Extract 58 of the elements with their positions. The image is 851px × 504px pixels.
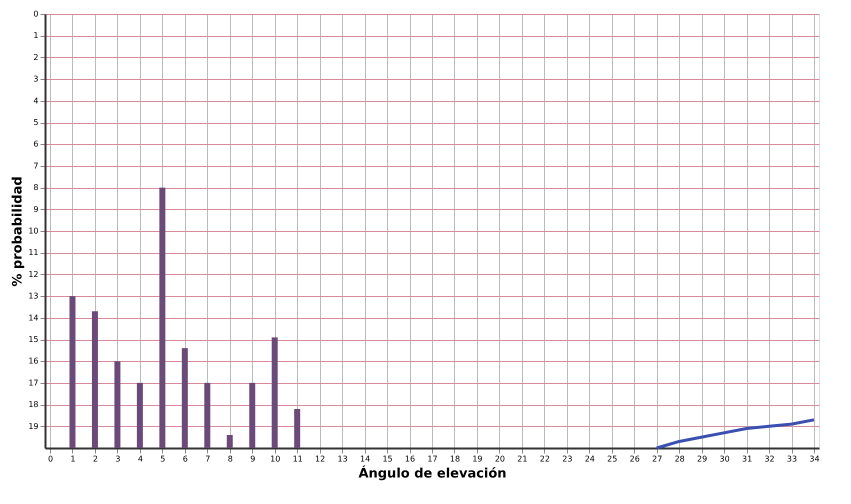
x-tick-label: 9 [250,454,256,464]
y-tick-label: 13 [28,292,38,301]
x-tick-label: 21 [517,454,528,464]
x-tick-label: 18 [450,454,460,464]
x-tick-label: 0 [48,454,54,464]
y-tick-label: 1 [33,31,38,40]
x-tick-label: 22 [540,454,550,464]
x-tick-label: 13 [338,454,348,464]
y-tick-label: 9 [33,204,38,214]
x-tick-label: 11 [292,454,303,464]
x-tick-label: 27 [652,454,662,464]
y-tick-label: 10 [28,226,38,236]
x-tick-label: 10 [270,454,280,464]
x-tick-label: 7 [205,454,210,464]
x-tick-label: 25 [607,454,618,464]
x-tick-label: 20 [494,454,506,464]
y-tick-label: 5 [33,118,38,127]
x-tick-label: 1 [70,454,76,464]
x-tick-label: 32 [764,454,775,464]
x-tick-label: 14 [360,454,370,464]
y-tick-label: 3 [33,74,38,84]
y-tick-label: 16 [28,356,38,366]
y-tick-label: 15 [28,335,38,344]
x-tick-label: 26 [630,454,640,464]
y-tick-label: 18 [28,400,38,410]
x-tick-label: 17 [427,454,438,464]
y-tick-label: 12 [28,270,38,279]
y-tick-label: 17 [28,378,38,388]
x-tick-label: 4 [138,454,143,464]
x-tick-label: 6 [182,454,188,464]
x-tick-label: 30 [720,454,730,464]
y-tick-label: 4 [33,96,38,106]
y-tick-label: 0 [33,10,38,18]
x-tick-label: 33 [786,454,798,464]
y-tick-label: 11 [28,248,38,258]
x-tick-label: 8 [228,454,233,464]
y-tick-label: 19 [28,422,38,431]
x-tick-label: 12 [315,454,326,464]
x-tick-label: 23 [562,454,572,464]
x-tick-label: 19 [472,454,483,464]
x-tick-label: 31 [742,454,752,464]
x-tick-label: 34 [809,454,820,464]
line-series [655,418,816,450]
x-tick-label: 16 [404,454,416,464]
x-tick-label: 29 [697,454,708,464]
y-tick-label: 6 [33,140,38,149]
x-tick-label: 3 [115,454,120,464]
x-tick-label: 5 [160,454,166,464]
x-tick-label: 28 [674,454,685,464]
y-tick-label: 2 [33,52,38,62]
x-tick-label: 2 [92,454,98,464]
y-axis-title: % probabilidad [10,176,26,287]
y-tick-label: 7 [33,161,38,170]
y-tick-label: 14 [28,313,38,322]
y-tick-label: 8 [33,183,38,192]
x-axis-title: Ángulo de elevación [358,464,507,482]
x-tick-label: 24 [584,454,595,464]
x-tick-label: 15 [382,454,393,464]
